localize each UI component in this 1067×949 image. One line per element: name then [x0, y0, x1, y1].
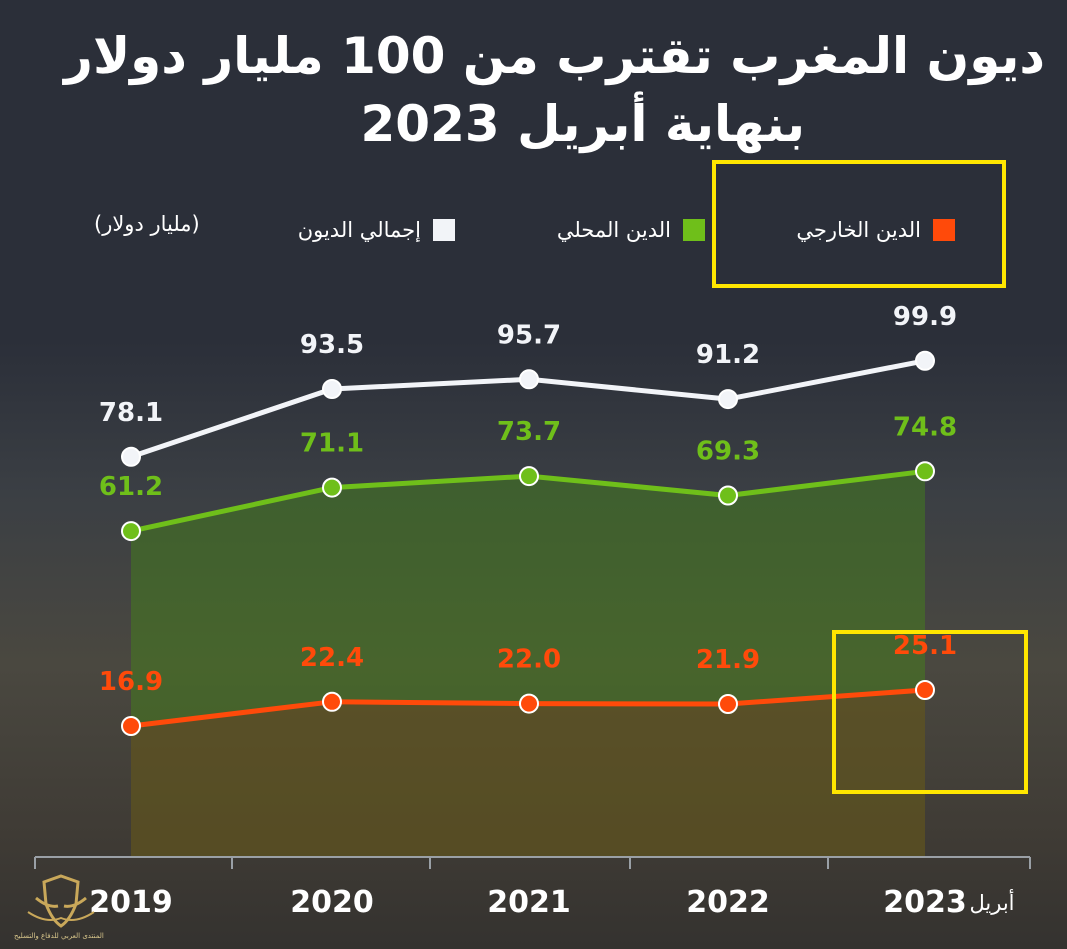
legend-item-total: إجمالي الديون [298, 210, 455, 250]
point-external-2022 [718, 694, 738, 714]
x-tick-label-prefix: أبريل [969, 889, 1014, 915]
legend-highlight-box [712, 160, 1006, 288]
area-fill-external [131, 690, 925, 857]
area-fills [131, 471, 925, 857]
data-label-external-2023: 25.1 [893, 631, 957, 661]
point-external-2019 [121, 716, 141, 736]
data-labels: 78.1 93.5 95.7 91.2 99.9 61.2 71.1 73.7 69.3 74.8… [99, 302, 957, 697]
x-tick-label-2020: 2020 [290, 885, 374, 920]
data-label-domestic-2019: 61.2 [99, 472, 163, 502]
point-external-2021 [519, 693, 539, 714]
point-total-2020 [322, 379, 342, 399]
data-label-external-2020: 22.4 [300, 643, 364, 673]
eagle-shield-logo [27, 874, 95, 928]
watermark-text: المنتدى العربي للدفاع والتسليح [14, 932, 104, 940]
point-domestic-2023 [915, 461, 935, 482]
point-domestic-2021 [519, 466, 539, 487]
x-tick-labels: 2019 2020 2021 2022 2023 أبريل [89, 885, 1014, 920]
highlight-box-2023-external [832, 630, 1028, 794]
data-label-total-2021: 95.7 [497, 320, 561, 350]
x-axis-ticks [34, 857, 1031, 869]
data-label-total-2023: 99.9 [893, 302, 957, 332]
point-total-2022 [718, 389, 738, 410]
legend-swatch-external [933, 219, 955, 241]
data-label-external-2021: 22.0 [497, 645, 561, 675]
data-label-domestic-2022: 69.3 [696, 437, 760, 467]
legend-item-domestic: الدين المحلي [557, 210, 705, 250]
series-points [121, 350, 935, 736]
point-external-2023 [915, 680, 935, 700]
point-domestic-2019 [121, 521, 141, 542]
data-label-domestic-2023: 74.8 [893, 412, 957, 442]
x-tick-label-2022: 2022 [686, 885, 770, 920]
data-label-external-2022: 21.9 [696, 645, 760, 675]
point-total-2023 [915, 350, 935, 371]
legend-label-external: الدين الخارجي [796, 218, 921, 242]
point-total-2019 [121, 446, 141, 467]
data-label-total-2020: 93.5 [300, 330, 364, 360]
area-fill-domestic [131, 471, 925, 857]
point-domestic-2020 [322, 477, 342, 498]
unit-label: (مليار دولار) [94, 212, 200, 236]
data-label-domestic-2020: 71.1 [300, 429, 364, 459]
point-domestic-2022 [718, 485, 738, 506]
legend-label-domestic: الدين المحلي [556, 218, 671, 242]
legend-label-total: إجمالي الديون [297, 218, 421, 242]
chart-title: ديون المغرب تقترب من 100 مليار دولار بنه… [25, 22, 1045, 158]
x-tick-label-2019: 2019 [89, 885, 173, 920]
data-label-total-2019: 78.1 [99, 398, 163, 428]
x-tick-label-2021: 2021 [487, 885, 571, 920]
x-tick-label-2023: 2023 [883, 885, 967, 920]
legend-swatch-total [433, 219, 455, 241]
title-line-1: ديون المغرب تقترب من 100 مليار دولار [64, 27, 1045, 85]
data-label-external-2019: 16.9 [99, 667, 163, 697]
title-line-2: بنهاية أبريل 2023 [360, 95, 805, 153]
legend-item-external: الدين الخارجي [796, 210, 955, 250]
legend-swatch-domestic [683, 219, 705, 241]
point-total-2021 [519, 369, 539, 390]
data-label-domestic-2021: 73.7 [497, 417, 561, 447]
data-label-total-2022: 91.2 [696, 340, 760, 370]
point-external-2020 [322, 691, 342, 712]
